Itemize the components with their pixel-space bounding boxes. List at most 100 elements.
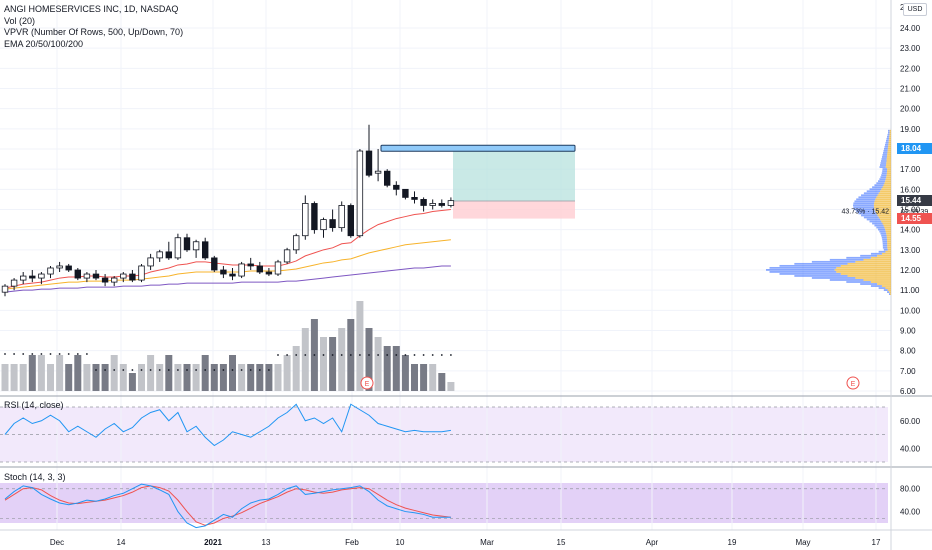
time-tick: 19: [728, 538, 737, 547]
candle-body: [438, 203, 445, 206]
vpvr-up: [883, 150, 888, 152]
volume-bar: [374, 337, 382, 391]
candle-body: [292, 235, 300, 251]
vpvr-up: [874, 224, 884, 227]
candle-body: [247, 263, 254, 267]
volume-bar: [28, 355, 36, 391]
earnings-marker: [846, 376, 860, 390]
price-tick-top: 2: [900, 3, 905, 12]
earnings-marker-label: E: [851, 381, 856, 388]
volume-ma-dot: [249, 369, 252, 371]
volume-bar: [447, 382, 455, 391]
volume-ma-dot: [295, 354, 298, 356]
vpvr-up: [858, 196, 877, 199]
currency-button[interactable]: USD: [903, 3, 927, 16]
vpvr-down: [882, 186, 891, 189]
volume-ma-dot: [359, 354, 361, 356]
vpvr-down: [888, 143, 891, 146]
vpvr-down: [887, 289, 891, 291]
symbol-title[interactable]: ANGI HOMESERVICES INC, 1D, NASDAQ: [4, 4, 179, 14]
volume-ma-dot: [195, 369, 198, 371]
vpvr-up: [779, 264, 841, 267]
vpvr-up: [882, 240, 888, 243]
candle-body: [274, 261, 282, 275]
volume-ma-dot: [167, 369, 170, 371]
vpvr-down: [880, 218, 891, 221]
vpvr-up: [888, 293, 891, 295]
stoch-label[interactable]: Stoch (14, 3, 3): [4, 472, 66, 482]
rsi-tick: 40.00: [900, 444, 921, 453]
ema100-line: [4, 265, 451, 293]
vpvr-down: [877, 254, 891, 257]
price-tick: 14.00: [900, 226, 921, 235]
vpvr-up: [846, 281, 871, 283]
volume-bar: [365, 328, 373, 391]
indicator-ema[interactable]: EMA 20/50/100/200: [4, 38, 84, 49]
price-tick: 12.00: [900, 266, 921, 275]
vpvr-up: [884, 148, 888, 150]
price-tick: 6.00: [900, 387, 916, 396]
volume-ma-dot: [4, 353, 6, 355]
volume-ma-dot: [131, 369, 134, 371]
time-tick: 10: [396, 538, 405, 547]
vpvr-up: [881, 234, 887, 237]
volume-ma-dot: [186, 369, 188, 371]
vpvr-down: [887, 170, 891, 172]
vpvr-up: [885, 143, 889, 146]
volume-bar: [138, 364, 145, 391]
vpvr-down: [887, 150, 891, 152]
candle-body: [402, 188, 409, 198]
price-tag: 14.55: [897, 213, 932, 225]
volume-bar: [192, 364, 200, 391]
vpvr-down: [834, 269, 891, 271]
price-tick: 23.00: [900, 44, 921, 53]
vpvr-up: [876, 226, 885, 229]
price-tick: 8.00: [900, 347, 916, 356]
candle-body: [383, 170, 391, 186]
vpvr-up: [882, 168, 888, 170]
candle-body: [211, 257, 218, 271]
vpvr-up: [811, 260, 856, 263]
vpvr-up: [779, 273, 841, 275]
vpvr-down: [889, 131, 891, 134]
rsi-label[interactable]: RSI (14, close): [4, 400, 64, 410]
volume-ma-dot: [86, 353, 88, 355]
vpvr-up: [811, 277, 856, 279]
candle-body: [311, 203, 318, 231]
vpvr-down: [874, 200, 891, 203]
candle-body: [156, 251, 163, 259]
vpvr-down: [887, 244, 891, 247]
vpvr-down: [874, 206, 891, 209]
volume-ma-dot: [40, 353, 43, 355]
vpvr-up: [881, 160, 887, 162]
vpvr-down: [847, 262, 891, 265]
indicator-vol[interactable]: Vol (20): [4, 15, 36, 26]
candle-body: [138, 265, 145, 281]
candle-body: [74, 269, 81, 279]
vpvr-up: [888, 129, 890, 132]
vpvr-up: [858, 212, 877, 215]
vpvr-up: [861, 214, 878, 217]
volume-bar: [119, 364, 127, 391]
vpvr-up: [766, 269, 835, 271]
candle-body: [447, 200, 455, 206]
volume-bar: [47, 364, 54, 391]
candle-body: [356, 150, 364, 237]
candle-body: [1, 285, 9, 293]
vpvr-up: [866, 190, 881, 193]
volume-bar: [265, 364, 273, 391]
stoch-k-series: [4, 483, 451, 529]
candle-body: [338, 205, 345, 229]
vpvr-down: [888, 145, 891, 148]
axes: 24.0023.0022.0021.0020.0019.0018.0017.00…: [50, 3, 921, 547]
indicator-vpvr[interactable]: VPVR (Number Of Rows, 500, Up/Down, 70): [4, 27, 184, 37]
vpvr-down: [878, 192, 891, 195]
volume-bar: [238, 364, 246, 391]
vpvr-down: [888, 141, 891, 144]
vpvr-down: [874, 202, 891, 205]
volume-ma-dot: [331, 354, 334, 356]
vpvr-down: [875, 210, 891, 213]
position-tool[interactable]: [380, 144, 576, 219]
